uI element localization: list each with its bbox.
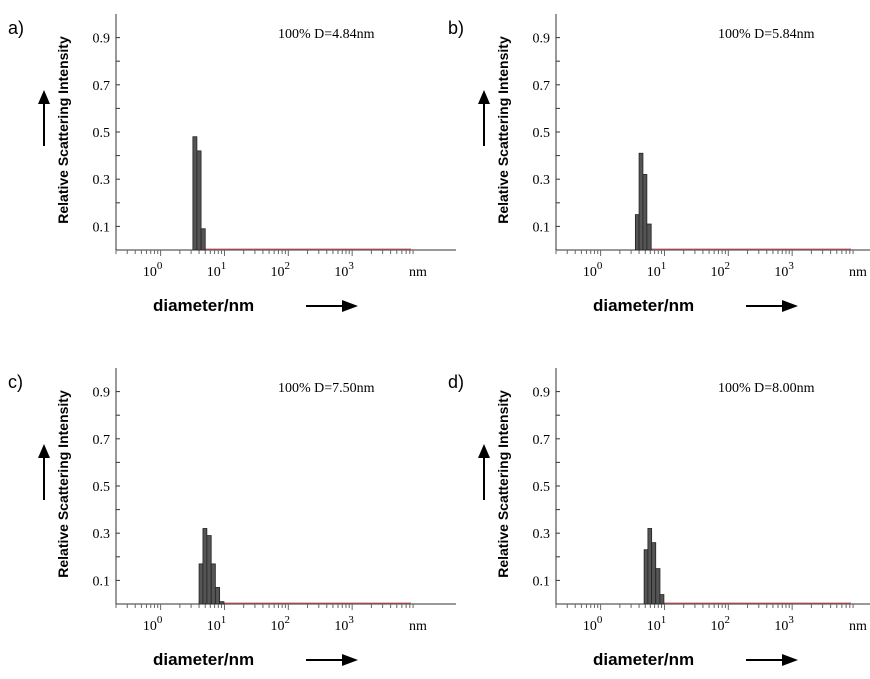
histogram-bar [210, 563, 216, 605]
x-tick-label: 102 [271, 260, 291, 280]
x-tick-label: 100 [143, 614, 163, 634]
panel-a: a) 0.1 0.3 0.5 0.7 0.9 100 101 102 103 nm 100% D=4.… [8, 14, 456, 315]
histogram-bar [200, 228, 206, 251]
x-tick-label: 100 [583, 614, 603, 634]
y-axis-label: Relative Scattering Intensity [55, 36, 71, 224]
y-tick-label: 0.3 [93, 527, 111, 542]
x-axis-label: diameter/nm [593, 650, 694, 669]
x-unit-label: nm [409, 265, 427, 280]
y-tick-label: 0.1 [533, 220, 551, 235]
panel-label: d) [448, 372, 464, 392]
panel-b: b) 0.1 0.3 0.5 0.7 0.9 100 101 102 103 nm 100% D=5.… [448, 14, 870, 315]
y-tick-label: 0.9 [533, 32, 551, 47]
histogram-bar [202, 528, 208, 605]
y-tick-label: 0.7 [93, 433, 111, 448]
histogram-bar [659, 594, 665, 605]
panel-label: a) [8, 18, 24, 38]
y-tick-label: 0.9 [93, 386, 111, 401]
histogram-bar [206, 535, 212, 605]
y-arrow-head [38, 444, 50, 458]
histogram-bar [219, 601, 225, 605]
y-tick-label: 0.9 [533, 386, 551, 401]
y-tick-label: 0.9 [93, 32, 111, 47]
y-tick-label: 0.3 [533, 173, 551, 188]
histogram-bar [192, 136, 198, 251]
histogram-bar [655, 568, 661, 605]
x-arrow-head [782, 654, 798, 666]
y-tick-label: 0.7 [93, 79, 111, 94]
y-tick-label: 0.1 [533, 574, 551, 589]
x-axis-label: diameter/nm [153, 650, 254, 669]
y-arrow-head [478, 444, 490, 458]
histogram-bar [643, 549, 649, 605]
y-tick-label: 0.5 [93, 126, 111, 141]
x-tick-label: 101 [207, 614, 227, 634]
y-tick-label: 0.5 [533, 480, 551, 495]
distribution-annotation: 100% D=7.50nm [278, 381, 375, 396]
x-tick-label: 102 [711, 614, 731, 634]
x-tick-label: 101 [647, 614, 667, 634]
x-tick-label: 102 [271, 614, 291, 634]
x-tick-label: 101 [647, 260, 667, 280]
histogram-bar [198, 563, 204, 605]
panel-c: c) 0.1 0.3 0.5 0.7 0.9 100 101 102 103 nm 100% D=7.… [8, 368, 456, 669]
x-tick-label: 101 [207, 260, 227, 280]
x-unit-label: nm [409, 619, 427, 634]
y-tick-label: 0.3 [93, 173, 111, 188]
y-tick-label: 0.1 [93, 574, 111, 589]
y-tick-label: 0.5 [533, 126, 551, 141]
y-tick-label: 0.7 [533, 433, 551, 448]
histogram-bar [651, 542, 657, 605]
histogram-bar [196, 150, 202, 251]
x-unit-label: nm [849, 265, 867, 280]
x-tick-label: 100 [143, 260, 163, 280]
panel-label: b) [448, 18, 464, 38]
histogram-bar [642, 174, 648, 251]
y-tick-label: 0.3 [533, 527, 551, 542]
histogram-bar [647, 528, 653, 605]
y-axis-label: Relative Scattering Intensity [55, 390, 71, 578]
x-tick-label: 103 [774, 260, 794, 280]
histogram-bar [634, 214, 640, 251]
panel-label: c) [8, 372, 23, 392]
y-tick-label: 0.7 [533, 79, 551, 94]
y-arrow-head [478, 90, 490, 104]
x-tick-label: 103 [334, 260, 354, 280]
x-arrow-head [342, 654, 358, 666]
panel-d: d) 0.1 0.3 0.5 0.7 0.9 100 101 102 103 nm 100% D=8.… [448, 368, 870, 669]
x-axis-label: diameter/nm [593, 296, 694, 315]
distribution-annotation: 100% D=4.84nm [278, 27, 375, 42]
x-arrow-head [342, 300, 358, 312]
x-tick-label: 102 [711, 260, 731, 280]
y-tick-label: 0.1 [93, 220, 111, 235]
x-unit-label: nm [849, 619, 867, 634]
y-axis-label: Relative Scattering Intensity [495, 390, 511, 578]
x-tick-label: 103 [334, 614, 354, 634]
histogram-bar [214, 587, 221, 605]
x-arrow-head [782, 300, 798, 312]
x-tick-label: 100 [583, 260, 603, 280]
histogram-bar [646, 223, 652, 251]
y-arrow-head [38, 90, 50, 104]
y-axis-label: Relative Scattering Intensity [495, 36, 511, 224]
y-tick-label: 0.5 [93, 480, 111, 495]
histogram-bar [638, 152, 644, 251]
distribution-annotation: 100% D=5.84nm [718, 27, 815, 42]
distribution-annotation: 100% D=8.00nm [718, 381, 815, 396]
x-tick-label: 103 [774, 614, 794, 634]
x-axis-label: diameter/nm [153, 296, 254, 315]
